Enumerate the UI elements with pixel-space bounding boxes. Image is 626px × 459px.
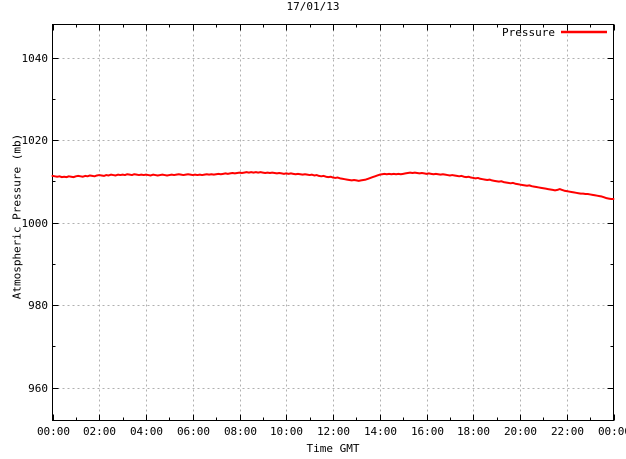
x-tick-label: 00:00 bbox=[36, 425, 71, 438]
plot-border bbox=[52, 24, 614, 421]
chart-title: 17/01/13 bbox=[286, 0, 340, 13]
grid-lines bbox=[52, 24, 614, 421]
legend-label-pressure: Pressure bbox=[502, 26, 555, 39]
x-tick-label: 14:00 bbox=[363, 425, 398, 438]
x-tick-label: 02:00 bbox=[82, 425, 117, 438]
x-tick-label: 18:00 bbox=[456, 425, 491, 438]
x-tick-label: 20:00 bbox=[503, 425, 538, 438]
y-tick-label: 960 bbox=[28, 381, 48, 395]
y-tick-label: 980 bbox=[28, 298, 48, 312]
x-tick-label: 10:00 bbox=[269, 425, 304, 438]
x-tick-label: 08:00 bbox=[223, 425, 258, 438]
x-tick-label: 04:00 bbox=[129, 425, 164, 438]
x-tick-label: 00:00 bbox=[597, 425, 626, 438]
x-tick-label: 06:00 bbox=[176, 425, 211, 438]
pressure-series-line bbox=[51, 171, 615, 200]
x-tick-label: 12:00 bbox=[316, 425, 351, 438]
x-tick-label: 22:00 bbox=[550, 425, 585, 438]
x-axis-label: Time GMT bbox=[306, 442, 360, 455]
y-tick-label: 1000 bbox=[21, 216, 49, 230]
y-tick-label: 1040 bbox=[21, 51, 49, 65]
x-tick-label: 16:00 bbox=[410, 425, 445, 438]
y-tick-label: 1020 bbox=[21, 133, 49, 147]
